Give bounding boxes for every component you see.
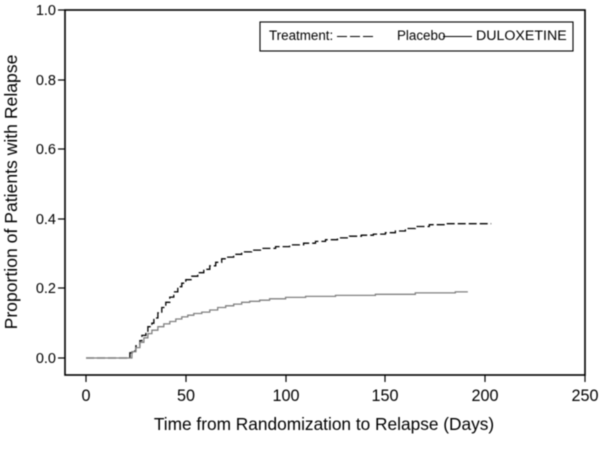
svg-text:0.2: 0.2 <box>36 281 56 297</box>
svg-text:Treatment:: Treatment: <box>269 28 333 43</box>
svg-text:Time from Randomization to Rel: Time from Randomization to Relapse (Days… <box>154 414 494 434</box>
svg-text:100: 100 <box>272 387 299 405</box>
svg-text:250: 250 <box>571 387 598 405</box>
svg-text:0: 0 <box>81 387 90 405</box>
svg-text:50: 50 <box>177 387 195 405</box>
svg-text:0.6: 0.6 <box>36 142 56 158</box>
svg-text:0.4: 0.4 <box>36 212 56 228</box>
svg-text:0.0: 0.0 <box>36 351 56 367</box>
svg-text:200: 200 <box>471 387 498 405</box>
svg-text:DULOXETINE: DULOXETINE <box>476 28 567 44</box>
svg-text:Proportion of Patients with Re: Proportion of Patients with Relapse <box>1 55 21 330</box>
svg-text:Placebo: Placebo <box>397 28 445 43</box>
svg-text:1.0: 1.0 <box>36 3 56 19</box>
svg-text:0.8: 0.8 <box>36 73 56 89</box>
svg-text:150: 150 <box>371 387 398 405</box>
